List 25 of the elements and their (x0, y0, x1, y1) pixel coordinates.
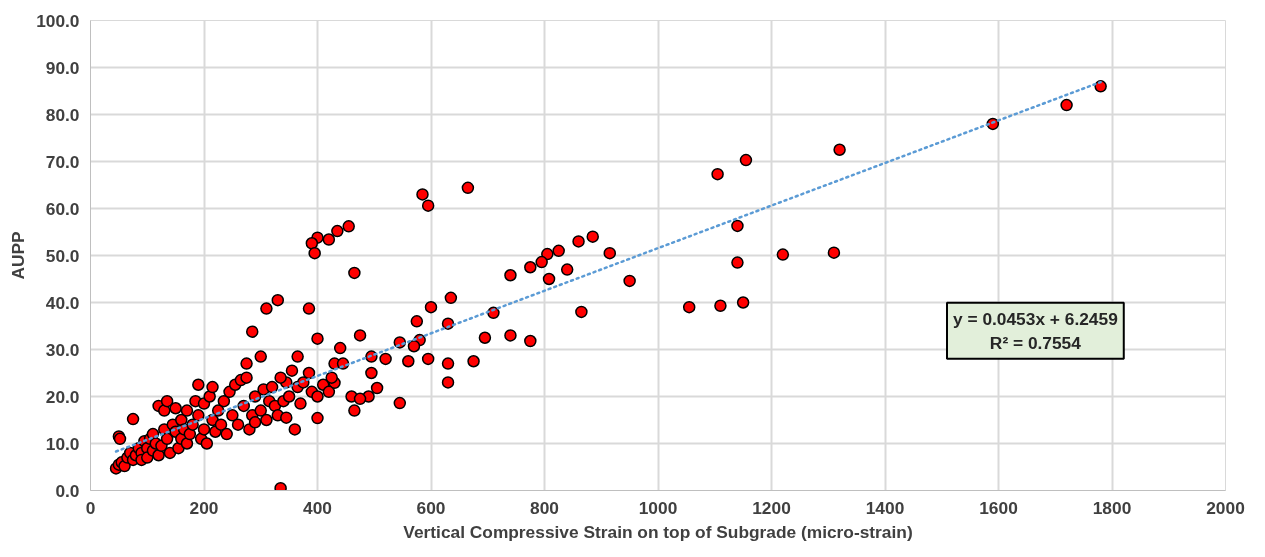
x-axis-title: Vertical Compressive Strain on top of Subgrade (micro-strain) (403, 521, 913, 542)
x-tick-label: 2000 (1206, 497, 1245, 518)
x-tick-label: 1400 (865, 497, 905, 518)
y-axis-title: AUPP (8, 231, 29, 280)
x-tick-label: 1800 (1092, 497, 1132, 518)
x-tick-label: 1200 (752, 497, 791, 518)
x-tick-label: 400 (303, 497, 332, 518)
y-tick-label: 30.0 (45, 339, 80, 360)
y-tick-label: 20.0 (45, 386, 80, 407)
x-tick-label: 200 (189, 497, 219, 518)
annotation: y = 0.0453x + 6.2459 R² = 0.7554 (953, 308, 1118, 353)
y-tick-label: 100.0 (36, 10, 80, 31)
y-tick-label: 40.0 (45, 292, 80, 313)
y-tick-label: 10.0 (45, 433, 80, 454)
y-tick-label: 70.0 (45, 151, 80, 172)
x-tick-label: 1600 (979, 497, 1018, 518)
y-tick-label: 60.0 (45, 198, 80, 219)
x-tick-label: 800 (530, 497, 559, 518)
y-tick-label: 90.0 (45, 57, 80, 78)
y-tick-label: 0.0 (55, 480, 80, 501)
x-tick-label: 1000 (638, 497, 678, 518)
y-tick-label: 50.0 (45, 245, 80, 266)
x-tick-label: 0 (85, 497, 96, 518)
y-tick-label: 80.0 (45, 104, 80, 125)
x-tick-label: 600 (416, 497, 446, 518)
